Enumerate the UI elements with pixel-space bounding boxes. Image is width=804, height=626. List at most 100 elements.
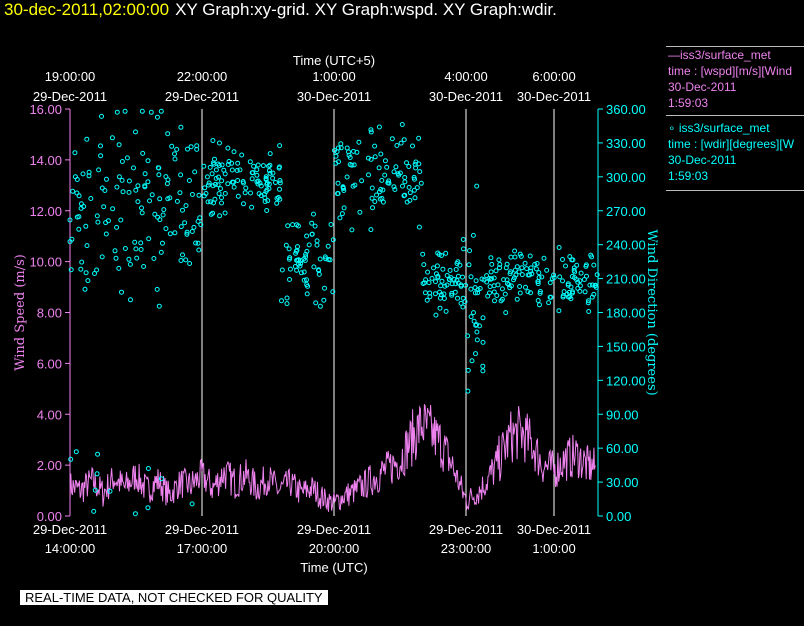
series-point-wdir — [139, 210, 145, 216]
series-point-wdir — [536, 270, 542, 276]
series-point-wdir — [311, 211, 316, 217]
series-point-wdir — [330, 237, 336, 243]
series-point-wdir — [152, 211, 158, 217]
series-point-wdir — [178, 224, 184, 230]
series-point-wdir — [357, 209, 363, 215]
series-point-wdir — [266, 168, 272, 174]
series-point-wdir — [438, 283, 444, 289]
series-point-wdir — [376, 124, 382, 130]
y-right-tick-label: 60.00 — [606, 441, 639, 456]
quality-notice: REAL-TIME DATA, NOT CHECKED FOR QUALITY — [20, 590, 328, 605]
series-point-wdir — [79, 259, 85, 265]
series-point-wdir — [322, 285, 327, 291]
series-point-wdir — [158, 108, 164, 114]
series-point-wdir — [126, 256, 132, 262]
x-tick-label-bottom-date: 29-Dec-2011 — [429, 522, 503, 537]
series-point-wdir — [448, 275, 454, 281]
series-point-wdir — [512, 254, 518, 260]
series-point-wdir — [186, 178, 192, 183]
series-point-wdir — [424, 297, 430, 303]
series-point-wdir — [172, 230, 178, 236]
series-point-wdir — [255, 181, 261, 187]
series-point-wdir — [463, 282, 469, 288]
series-point-wdir — [328, 222, 334, 227]
series-point-wdir — [317, 303, 323, 309]
series-point-wdir — [302, 258, 308, 263]
series-point-wdir — [401, 137, 407, 143]
series-point-wdir — [182, 220, 188, 226]
series-point-wdir — [284, 295, 290, 301]
series-point-wdir — [287, 277, 292, 282]
series-point-wdir — [222, 191, 228, 196]
series-point-wdir — [146, 236, 152, 242]
series-point-wdir — [235, 160, 241, 166]
series-point-wdir — [294, 267, 300, 273]
y-left-tick-label: 16.00 — [29, 102, 62, 117]
series-point-wdir — [262, 199, 268, 204]
series-point-wdir — [94, 471, 100, 477]
y-left-tick-label: 4.00 — [37, 407, 62, 422]
series-point-wdir — [183, 257, 189, 263]
legend-wdir-variable: time : [wdir][degrees][W — [668, 137, 795, 151]
series-point-wdir — [114, 224, 120, 230]
series-point-wdir — [178, 124, 184, 130]
series-point-wdir — [180, 207, 185, 213]
y-right-tick-label: 120.00 — [606, 373, 646, 388]
series-point-wdir — [569, 290, 575, 296]
series-point-wdir — [248, 190, 253, 196]
series-point-wdir — [456, 280, 461, 286]
series-point-wdir — [325, 243, 331, 249]
series-point-wdir — [517, 290, 523, 296]
series-point-wdir — [225, 181, 231, 187]
series-point-wdir — [267, 151, 273, 157]
series-point-wdir — [290, 222, 296, 228]
series-point-wdir — [155, 214, 161, 220]
series-point-wdir — [404, 160, 409, 166]
series-point-wdir — [237, 167, 243, 173]
series-point-wdir — [114, 184, 120, 190]
series-point-wdir — [480, 315, 486, 321]
series-point-wdir — [427, 290, 433, 296]
series-point-wdir — [76, 226, 82, 232]
series-point-wdir — [467, 248, 472, 254]
series-point-wdir — [140, 150, 146, 156]
series-point-wdir — [255, 162, 261, 168]
series-point-wdir — [251, 163, 257, 169]
x-axis-title-top: Time (UTC+5) — [293, 53, 375, 68]
series-point-wdir — [145, 505, 151, 511]
series-point-wdir — [103, 231, 109, 237]
series-point-wdir — [327, 257, 333, 263]
series-point-wdir — [537, 290, 543, 296]
series-point-wdir — [418, 180, 424, 186]
series-point-wdir — [314, 242, 320, 248]
series-point-wdir — [368, 227, 374, 233]
series-point-wdir — [335, 191, 341, 196]
series-point-wdir — [169, 143, 175, 149]
series-point-wdir — [273, 180, 278, 185]
series-point-wdir — [210, 183, 216, 189]
series-point-wdir — [94, 267, 100, 273]
series-point-wdir — [429, 275, 435, 281]
series-point-wdir — [374, 192, 379, 198]
series-point-wdir — [378, 151, 384, 157]
series-point-wdir — [160, 212, 166, 218]
series-point-wdir — [516, 269, 522, 275]
series-point-wdir — [372, 199, 378, 204]
series-point-wdir — [480, 363, 486, 369]
series-point-wdir — [249, 176, 255, 182]
series-point-wdir — [527, 253, 533, 259]
series-point-wdir — [569, 257, 575, 263]
series-point-wdir — [286, 256, 292, 262]
series-point-wdir — [517, 284, 523, 289]
series-point-wdir — [568, 284, 574, 290]
series-point-wdir — [301, 269, 307, 275]
series-point-wdir — [109, 135, 115, 141]
series-point-wdir — [590, 282, 595, 288]
x-tick-label-bottom-time: 20:00:00 — [309, 541, 360, 556]
series-point-wdir — [489, 276, 494, 282]
series-point-wdir — [503, 310, 509, 316]
series-point-wdir — [470, 232, 476, 238]
series-point-wdir — [370, 205, 375, 211]
series-point-wdir — [217, 140, 222, 146]
series-point-wdir — [317, 256, 323, 262]
